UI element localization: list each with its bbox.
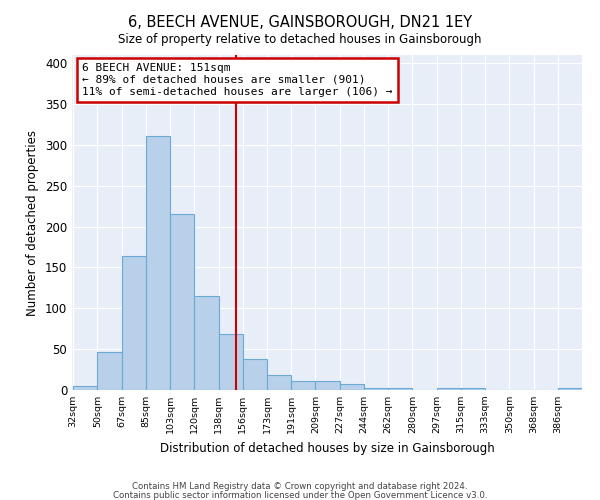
Bar — [461, 388, 485, 390]
Bar — [243, 359, 267, 390]
Bar — [316, 381, 340, 390]
Bar — [364, 388, 388, 390]
Bar — [437, 388, 461, 390]
Bar — [194, 296, 218, 390]
Text: Size of property relative to detached houses in Gainsborough: Size of property relative to detached ho… — [118, 32, 482, 46]
Text: 6, BEECH AVENUE, GAINSBOROUGH, DN21 1EY: 6, BEECH AVENUE, GAINSBOROUGH, DN21 1EY — [128, 15, 472, 30]
Bar — [122, 256, 146, 390]
Text: Contains public sector information licensed under the Open Government Licence v3: Contains public sector information licen… — [113, 490, 487, 500]
Bar — [97, 352, 122, 390]
Bar — [267, 376, 291, 390]
Bar — [340, 384, 364, 390]
Bar — [558, 388, 582, 390]
X-axis label: Distribution of detached houses by size in Gainsborough: Distribution of detached houses by size … — [160, 442, 494, 455]
Bar — [218, 334, 243, 390]
Bar — [170, 214, 194, 390]
Text: Contains HM Land Registry data © Crown copyright and database right 2024.: Contains HM Land Registry data © Crown c… — [132, 482, 468, 491]
Bar — [146, 136, 170, 390]
Text: 6 BEECH AVENUE: 151sqm
← 89% of detached houses are smaller (901)
11% of semi-de: 6 BEECH AVENUE: 151sqm ← 89% of detached… — [82, 64, 392, 96]
Y-axis label: Number of detached properties: Number of detached properties — [26, 130, 40, 316]
Bar — [73, 386, 97, 390]
Bar — [388, 388, 412, 390]
Bar — [291, 381, 316, 390]
